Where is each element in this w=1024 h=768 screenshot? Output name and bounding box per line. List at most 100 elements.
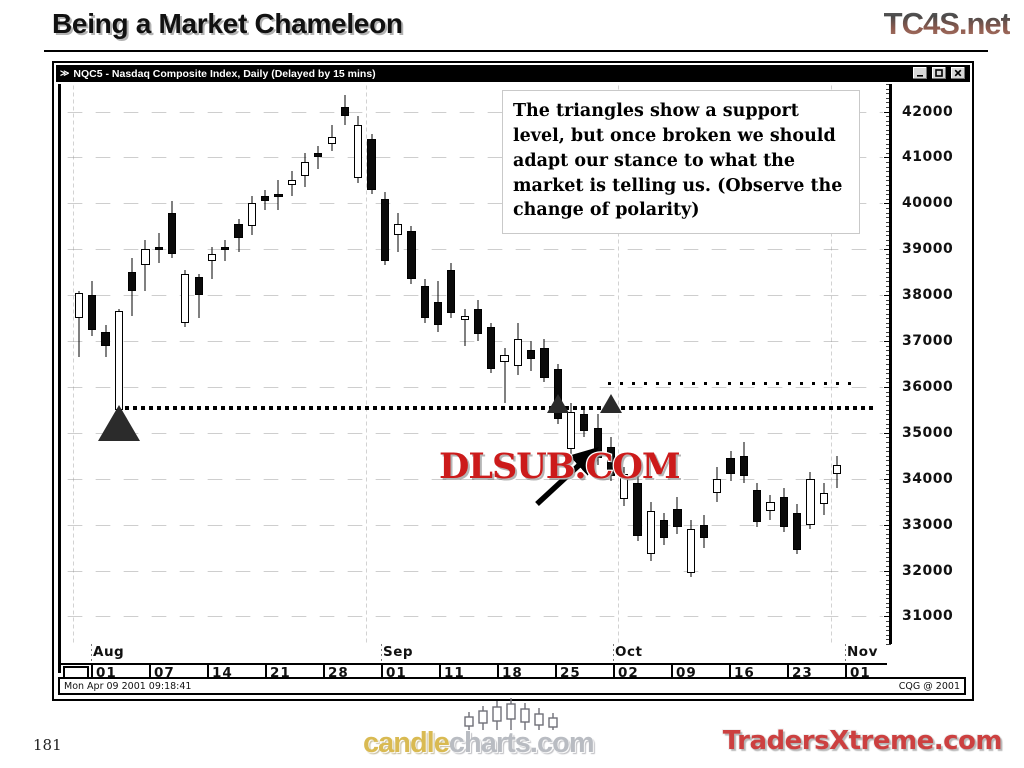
- candle-body-up: [766, 501, 775, 511]
- close-button[interactable]: [950, 66, 966, 80]
- candle-body-up: [354, 125, 363, 179]
- price-minor-tick: [886, 598, 891, 600]
- price-minor-tick: [886, 84, 891, 85]
- price-minor-tick: [886, 295, 891, 297]
- candlestick: [394, 84, 403, 644]
- grid-row: [61, 249, 883, 251]
- month-label: Oct: [615, 644, 643, 660]
- price-tick-label: 33000: [902, 516, 954, 533]
- price-minor-tick: [886, 212, 891, 214]
- candlestick: [300, 84, 310, 644]
- dlsub-watermark: DLSUB.COM: [438, 445, 682, 489]
- price-minor-tick: [886, 515, 891, 517]
- price-minor-tick: [886, 506, 891, 508]
- candle-body-down: [660, 520, 669, 539]
- candle-body-down: [340, 106, 350, 117]
- price-minor-tick: [886, 442, 891, 444]
- price-minor-tick: [886, 607, 891, 609]
- price-minor-tick: [886, 483, 891, 485]
- candle-body-up: [247, 203, 256, 227]
- candlestick: [766, 84, 775, 644]
- status-copyright: CQG @ 2001: [898, 680, 960, 692]
- candlestick: [819, 84, 828, 644]
- price-minor-tick: [886, 432, 891, 434]
- price-minor-tick: [886, 244, 891, 246]
- price-minor-tick: [886, 322, 891, 324]
- price-minor-tick: [886, 281, 891, 283]
- candle-body-down: [261, 196, 270, 202]
- price-minor-tick: [886, 437, 891, 439]
- candle-body-up: [394, 224, 403, 236]
- price-minor-tick: [886, 345, 891, 347]
- minimize-button[interactable]: [912, 66, 928, 80]
- price-minor-tick: [886, 116, 891, 118]
- candle-wick: [464, 308, 466, 346]
- grid-row: [61, 386, 883, 388]
- price-minor-tick: [886, 106, 891, 108]
- candlestick: [473, 84, 483, 644]
- candle-body-down: [407, 230, 416, 280]
- candlestick: [154, 84, 163, 644]
- annotation-textbox: The triangles show a support level, but …: [502, 90, 860, 235]
- candle-body-up: [713, 478, 722, 493]
- grid-row: [61, 616, 883, 618]
- candle-body-down: [699, 524, 709, 539]
- candlestick: [806, 84, 815, 644]
- grid-column: [365, 84, 367, 644]
- price-minor-tick: [886, 579, 891, 581]
- chart-window-title: NQC5 - Nasdaq Composite Index, Daily (De…: [73, 67, 376, 80]
- candle-body-up: [620, 474, 629, 500]
- price-tick-label: 31000: [902, 608, 954, 625]
- price-minor-tick: [886, 428, 891, 430]
- candle-body-down: [527, 350, 536, 360]
- candle-body-up: [287, 180, 296, 185]
- price-minor-tick: [886, 331, 891, 333]
- price-minor-tick: [886, 487, 891, 489]
- chart-window-icon: ≫: [60, 68, 69, 78]
- price-minor-tick: [886, 593, 891, 595]
- price-minor-tick: [886, 120, 891, 122]
- candlestick: [739, 84, 749, 644]
- price-minor-tick: [886, 198, 891, 200]
- price-axis: 42000 41000 40000 39000 38000 37000 36000 35000…: [884, 84, 970, 645]
- resistance-dotted-line: [607, 382, 853, 386]
- candlestick: [114, 84, 123, 644]
- price-minor-tick: [886, 189, 891, 191]
- candlestick: [247, 84, 256, 644]
- candle-body-down: [167, 212, 177, 254]
- price-tick-label: 32000: [902, 562, 954, 579]
- price-minor-tick: [886, 460, 891, 462]
- candle-body-up: [646, 510, 655, 555]
- month-label: Aug: [93, 644, 125, 660]
- price-minor-tick: [886, 134, 891, 136]
- candle-body-down: [154, 246, 163, 250]
- price-minor-tick: [886, 102, 891, 104]
- price-minor-tick: [886, 267, 891, 269]
- price-tick-label: 40000: [902, 195, 954, 212]
- candlestick: [779, 84, 788, 644]
- candle-body-up: [141, 249, 150, 266]
- candle-wick: [144, 240, 146, 291]
- candle-body-down: [420, 285, 429, 319]
- status-timestamp: Mon Apr 09 2001 09:18:41: [64, 680, 192, 692]
- price-minor-tick: [886, 203, 891, 205]
- price-minor-tick: [886, 391, 891, 393]
- price-tick-label: 37000: [902, 333, 954, 350]
- price-tick-label: 42000: [902, 103, 954, 120]
- large-support-triangle: [97, 402, 140, 441]
- candlestick: [713, 84, 722, 644]
- candle-body-up: [819, 492, 828, 504]
- price-minor-tick: [886, 143, 891, 145]
- page-number: 181: [33, 736, 62, 754]
- price-minor-tick: [886, 538, 891, 540]
- maximize-button[interactable]: [931, 66, 947, 80]
- price-minor-tick: [886, 272, 891, 274]
- price-minor-tick: [886, 354, 891, 356]
- annotation-text: The triangles show a support level, but …: [513, 101, 843, 221]
- support-triangle-3: [599, 391, 622, 413]
- candle-body-up: [181, 274, 190, 323]
- chart-window-titlebar[interactable]: ≫ NQC5 - Nasdaq Composite Index, Daily (…: [56, 65, 970, 82]
- support-triangle-2: [546, 391, 569, 413]
- price-minor-tick: [886, 478, 891, 480]
- grid-column: [831, 84, 832, 644]
